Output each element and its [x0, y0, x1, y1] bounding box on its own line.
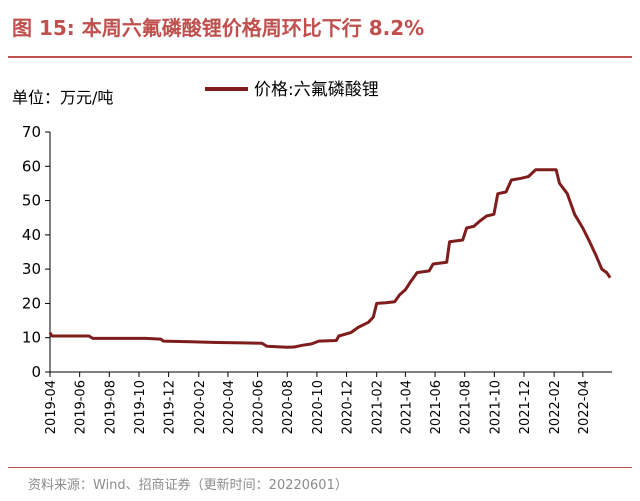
- legend: 价格:六氟磷酸锂: [205, 80, 379, 100]
- y-tick-label: 60: [22, 157, 41, 175]
- x-tick-label: 2021-02: [371, 380, 386, 434]
- x-tick-label: 2021-10: [488, 380, 503, 434]
- x-tick-label: 2019-10: [133, 380, 148, 434]
- x-tick-label: 2020-04: [222, 380, 237, 434]
- x-tick-label: 2020-10: [311, 380, 326, 434]
- y-tick-label: 50: [22, 192, 41, 210]
- x-tick-label: 2020-12: [341, 380, 356, 434]
- x-tick-label: 2020-08: [281, 380, 296, 434]
- x-tick-label: 2019-04: [44, 380, 59, 434]
- legend-label: 价格:六氟磷酸锂: [254, 80, 379, 100]
- x-tick-label: 2019-12: [163, 380, 178, 434]
- x-tick-label: 2021-08: [459, 380, 474, 434]
- x-tick-label: 2021-04: [399, 380, 414, 434]
- y-tick-label: 30: [22, 260, 41, 278]
- y-tick-label: 40: [22, 226, 41, 244]
- y-tick-label: 70: [22, 123, 41, 141]
- x-tick-label: 2021-12: [518, 380, 533, 434]
- x-tick-label: 2019-06: [74, 380, 89, 434]
- x-tick-label: 2022-02: [548, 380, 563, 434]
- source-note: 资料来源：Wind、招商证券（更新时间：20220601）: [28, 478, 348, 493]
- y-tick-label: 10: [22, 329, 41, 347]
- figure-title: 图 15: 本周六氟磷酸锂价格周环比下行 8.2%: [12, 16, 425, 40]
- y-tick-labels: 0 10 20 30 40 50 60 70: [22, 123, 41, 381]
- x-tick-label: 2019-08: [103, 380, 118, 434]
- x-tick-labels: 2019-04 2019-06 2019-08 2019-10 2019-12 2020-…: [44, 380, 592, 434]
- x-tick-label: 2022-04: [577, 380, 592, 434]
- title-divider: [8, 56, 632, 58]
- x-tick-label: 2020-06: [252, 380, 267, 434]
- source-divider: [8, 467, 632, 468]
- y-tick-label: 20: [22, 294, 41, 312]
- axes: [45, 131, 612, 377]
- x-tick-label: 2021-06: [429, 380, 444, 434]
- x-tick-label: 2020-02: [193, 380, 208, 434]
- series-line-lipf6-price: [48, 168, 612, 349]
- unit-label: 单位：万元/吨: [12, 88, 113, 107]
- y-tick-label: 0: [31, 363, 41, 381]
